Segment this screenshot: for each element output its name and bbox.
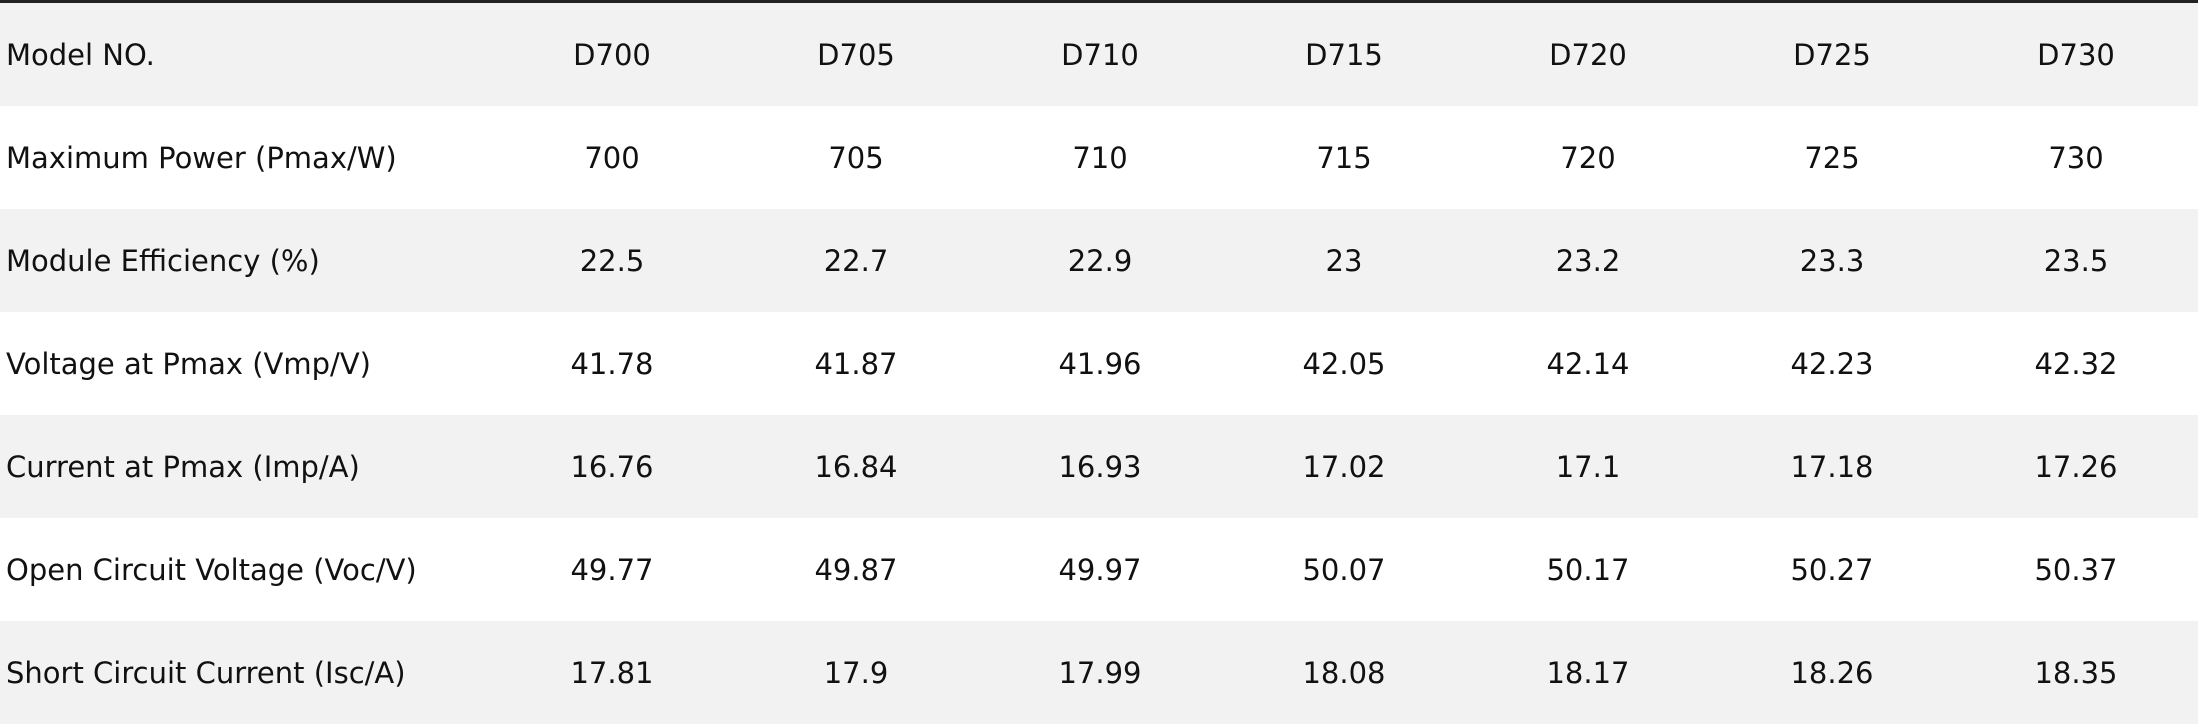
table-cell: 710 [1072,140,1128,175]
table-cell: 725 [1804,140,1860,175]
table-cell: 16.84 [734,415,978,518]
row-label: Maximum Power (Pmax/W) [6,140,397,175]
table-cell: 705 [828,140,884,175]
table-cell: 730 [2048,140,2104,175]
table-cell: D725 [1710,3,1954,106]
table-row: Current at Pmax (Imp/A) 16.76 16.84 16.93 17… [0,415,2198,518]
table-cell: 42.23 [1790,346,1874,381]
spec-table: Model NO. D700 D705 D710 D715 D720 D725 D730 Max… [0,3,2198,724]
table-cell: 41.78 [570,346,654,381]
table-cell: D730 [1954,3,2198,106]
table-cell: D705 [734,3,978,106]
table-cell: 42.14 [1546,346,1630,381]
table-cell: 700 [584,140,640,175]
table-cell: D710 [978,3,1222,106]
table-cell: D700 [490,3,734,106]
row-label: Open Circuit Voltage (Voc/V) [6,552,417,587]
table-cell: 22.7 [734,209,978,312]
table-row: Open Circuit Voltage (Voc/V) 49.77 49.87 49… [0,518,2198,621]
table-cell: 16.76 [490,415,734,518]
table-cell: 23 [1222,209,1466,312]
row-label: Voltage at Pmax (Vmp/V) [6,346,371,381]
table-cell: 17.81 [490,621,734,724]
table-cell: 41.96 [1058,346,1142,381]
table-cell: 720 [1560,140,1616,175]
table-cell: 17.9 [734,621,978,724]
table-row: Model NO. D700 D705 D710 D715 D720 D725 D730 [0,3,2198,106]
row-label: Short Circuit Current (Isc/A) [0,621,490,724]
table-row: Short Circuit Current (Isc/A) 17.81 17.9 17… [0,621,2198,724]
table-cell: 49.97 [1058,552,1142,587]
table-cell: 23.5 [1954,209,2198,312]
table-cell: 23.3 [1710,209,1954,312]
row-label: Module Efficiency (%) [0,209,490,312]
table-cell: 18.08 [1222,621,1466,724]
table-cell: 42.32 [2034,346,2118,381]
table-cell: 49.77 [570,552,654,587]
table-cell: 17.18 [1710,415,1954,518]
table-cell: 50.37 [2034,552,2118,587]
table-cell: 18.26 [1710,621,1954,724]
table-cell: 18.17 [1466,621,1710,724]
table-cell: 49.87 [814,552,898,587]
table-cell: 42.05 [1302,346,1386,381]
table-cell: 18.35 [1954,621,2198,724]
table-cell: 22.5 [490,209,734,312]
table-cell: 23.2 [1466,209,1710,312]
table-cell: 16.93 [978,415,1222,518]
table-cell: 50.07 [1302,552,1386,587]
table-cell: 22.9 [978,209,1222,312]
table-cell: 17.02 [1222,415,1466,518]
table-cell: 715 [1316,140,1372,175]
table-row: Module Efficiency (%) 22.5 22.7 22.9 23 23.2 2… [0,209,2198,312]
table-cell: 17.99 [978,621,1222,724]
table-cell: 17.1 [1466,415,1710,518]
row-label: Model NO. [0,3,490,106]
table-cell: 50.27 [1790,552,1874,587]
table-cell: 50.17 [1546,552,1630,587]
table-cell: D720 [1466,3,1710,106]
table-row: Voltage at Pmax (Vmp/V) 41.78 41.87 41.96 42… [0,312,2198,415]
row-label: Current at Pmax (Imp/A) [0,415,490,518]
table-cell: D715 [1222,3,1466,106]
table-cell: 17.26 [1954,415,2198,518]
table-row: Maximum Power (Pmax/W) 700 705 710 715 720 725… [0,106,2198,209]
table-cell: 41.87 [814,346,898,381]
